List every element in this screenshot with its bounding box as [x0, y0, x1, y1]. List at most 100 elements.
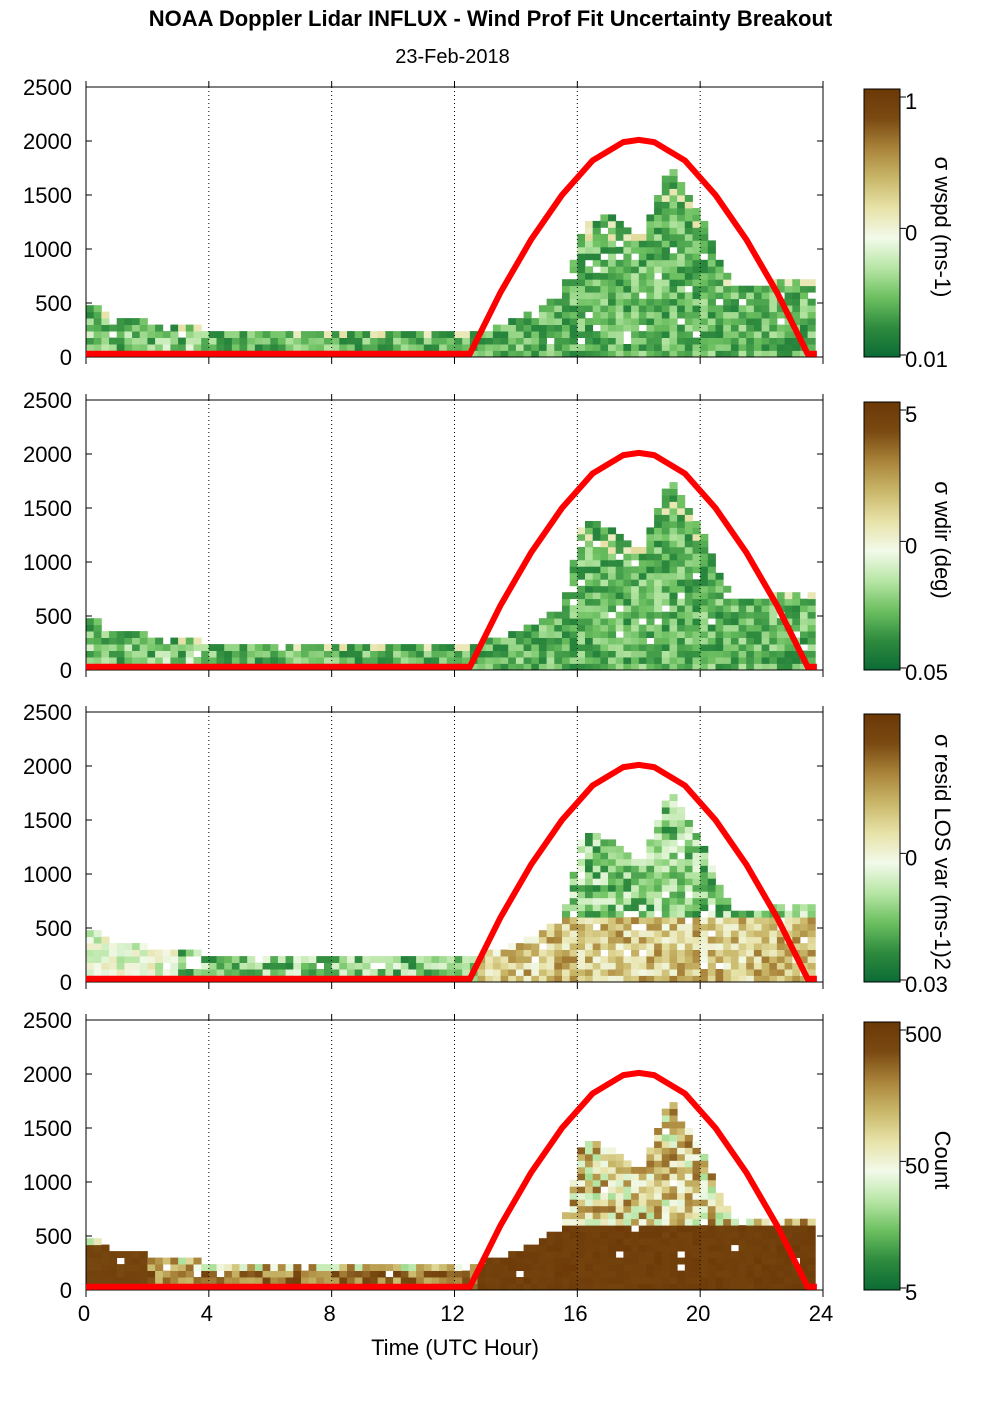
- heatmap-cell: [692, 618, 701, 626]
- heatmap-cell: [577, 949, 586, 957]
- heatmap-cell: [661, 298, 670, 306]
- heatmap-cell: [554, 1257, 563, 1265]
- heatmap-cell: [577, 1277, 586, 1284]
- heatmap-cell: [730, 1238, 739, 1246]
- heatmap-cell: [784, 1270, 793, 1278]
- heatmap-cell: [554, 331, 563, 338]
- heatmap-cell: [615, 1199, 624, 1207]
- heatmap-cell: [661, 1141, 670, 1148]
- heatmap-cell: [677, 956, 686, 963]
- heatmap-cell: [585, 246, 594, 254]
- heatmap-cell: [784, 975, 793, 983]
- heatmap-cell: [193, 1264, 202, 1271]
- heatmap-cell: [761, 350, 770, 358]
- heatmap-cell: [700, 1264, 709, 1271]
- heatmap-cell: [638, 350, 647, 358]
- heatmap-cell: [646, 1238, 655, 1246]
- heatmap-cell: [585, 1225, 594, 1233]
- heatmap-cell: [684, 663, 693, 671]
- heatmap-cell: [155, 650, 164, 658]
- heatmap-cell: [646, 331, 655, 338]
- heatmap-cell: [646, 839, 655, 847]
- heatmap-cell: [592, 240, 601, 248]
- heatmap-cell: [661, 1257, 670, 1265]
- heatmap-cell: [623, 253, 632, 261]
- heatmap-cell: [554, 1251, 563, 1258]
- heatmap-cell: [669, 663, 678, 671]
- heatmap-cell: [707, 637, 716, 645]
- heatmap-cell: [592, 969, 601, 976]
- heatmap-cell: [677, 527, 686, 535]
- heatmap-cell: [776, 1251, 785, 1258]
- heatmap-cell: [408, 337, 417, 345]
- heatmap-cell: [393, 1277, 402, 1284]
- heatmap-cell: [469, 956, 478, 963]
- heatmap-cell: [608, 592, 617, 600]
- heatmap-cell: [132, 956, 141, 963]
- heatmap-cell: [608, 540, 617, 548]
- heatmap-cell: [615, 858, 624, 866]
- heatmap-cell: [224, 1270, 233, 1278]
- heatmap-cell: [132, 943, 141, 950]
- heatmap-cell: [792, 975, 801, 983]
- heatmap-cell: [554, 663, 563, 671]
- heatmap-cell: [592, 975, 601, 983]
- heatmap-cell: [700, 884, 709, 892]
- heatmap-cell: [623, 1205, 632, 1213]
- heatmap-cell: [500, 1277, 509, 1284]
- heatmap-cell: [692, 1141, 701, 1148]
- heatmap-cell: [807, 910, 816, 918]
- heatmap-cell: [608, 904, 617, 912]
- heatmap-cell: [738, 949, 747, 957]
- heatmap-cell: [178, 1257, 187, 1265]
- heatmap-cell: [615, 1257, 624, 1265]
- heatmap-cell: [684, 1153, 693, 1161]
- heatmap-cell: [654, 266, 663, 274]
- heatmap-cell: [615, 344, 624, 351]
- heatmap-cell: [585, 1251, 594, 1258]
- heatmap-cell: [523, 1264, 532, 1271]
- heatmap-cell: [569, 1277, 578, 1284]
- heatmap-cell: [661, 208, 670, 215]
- heatmap-cell: [370, 644, 379, 651]
- heatmap-cell: [623, 272, 632, 280]
- heatmap-cell: [600, 279, 609, 287]
- heatmap-cell: [347, 337, 356, 345]
- heatmap-cell: [531, 943, 540, 950]
- heatmap-cell: [615, 904, 624, 912]
- heatmap-cell: [700, 337, 709, 345]
- heatmap-cell: [769, 936, 778, 944]
- heatmap-cell: [577, 266, 586, 274]
- heatmap-cell: [600, 917, 609, 925]
- heatmap-cell: [147, 962, 156, 970]
- heatmap-cell: [623, 917, 632, 925]
- heatmap-cell: [623, 1283, 632, 1291]
- heatmap-cell: [692, 969, 701, 976]
- heatmap-cell: [807, 923, 816, 931]
- heatmap-cell: [600, 579, 609, 587]
- heatmap-cell: [285, 1277, 294, 1284]
- heatmap-cell: [646, 969, 655, 976]
- heatmap-cell: [746, 969, 755, 976]
- heatmap-cell: [800, 917, 809, 925]
- heatmap-cell: [769, 923, 778, 931]
- heatmap-cell: [623, 897, 632, 905]
- heatmap-cell: [139, 637, 148, 645]
- heatmap-cell: [585, 1277, 594, 1284]
- heatmap-cell: [692, 650, 701, 658]
- heatmap-cell: [769, 605, 778, 613]
- heatmap-cell: [231, 1270, 240, 1278]
- heatmap-cell: [661, 331, 670, 338]
- heatmap-cell: [623, 553, 632, 561]
- heatmap-cell: [715, 337, 724, 345]
- heatmap-cell: [784, 910, 793, 918]
- heatmap-cell: [707, 923, 716, 931]
- heatmap-cell: [677, 611, 686, 619]
- heatmap-cell: [661, 508, 670, 515]
- heatmap-cell: [623, 904, 632, 912]
- heatmap-cell: [646, 1160, 655, 1168]
- heatmap-cell: [562, 663, 571, 671]
- heatmap-cell: [746, 292, 755, 300]
- heatmap-cell: [661, 1238, 670, 1246]
- heatmap-cell: [738, 923, 747, 931]
